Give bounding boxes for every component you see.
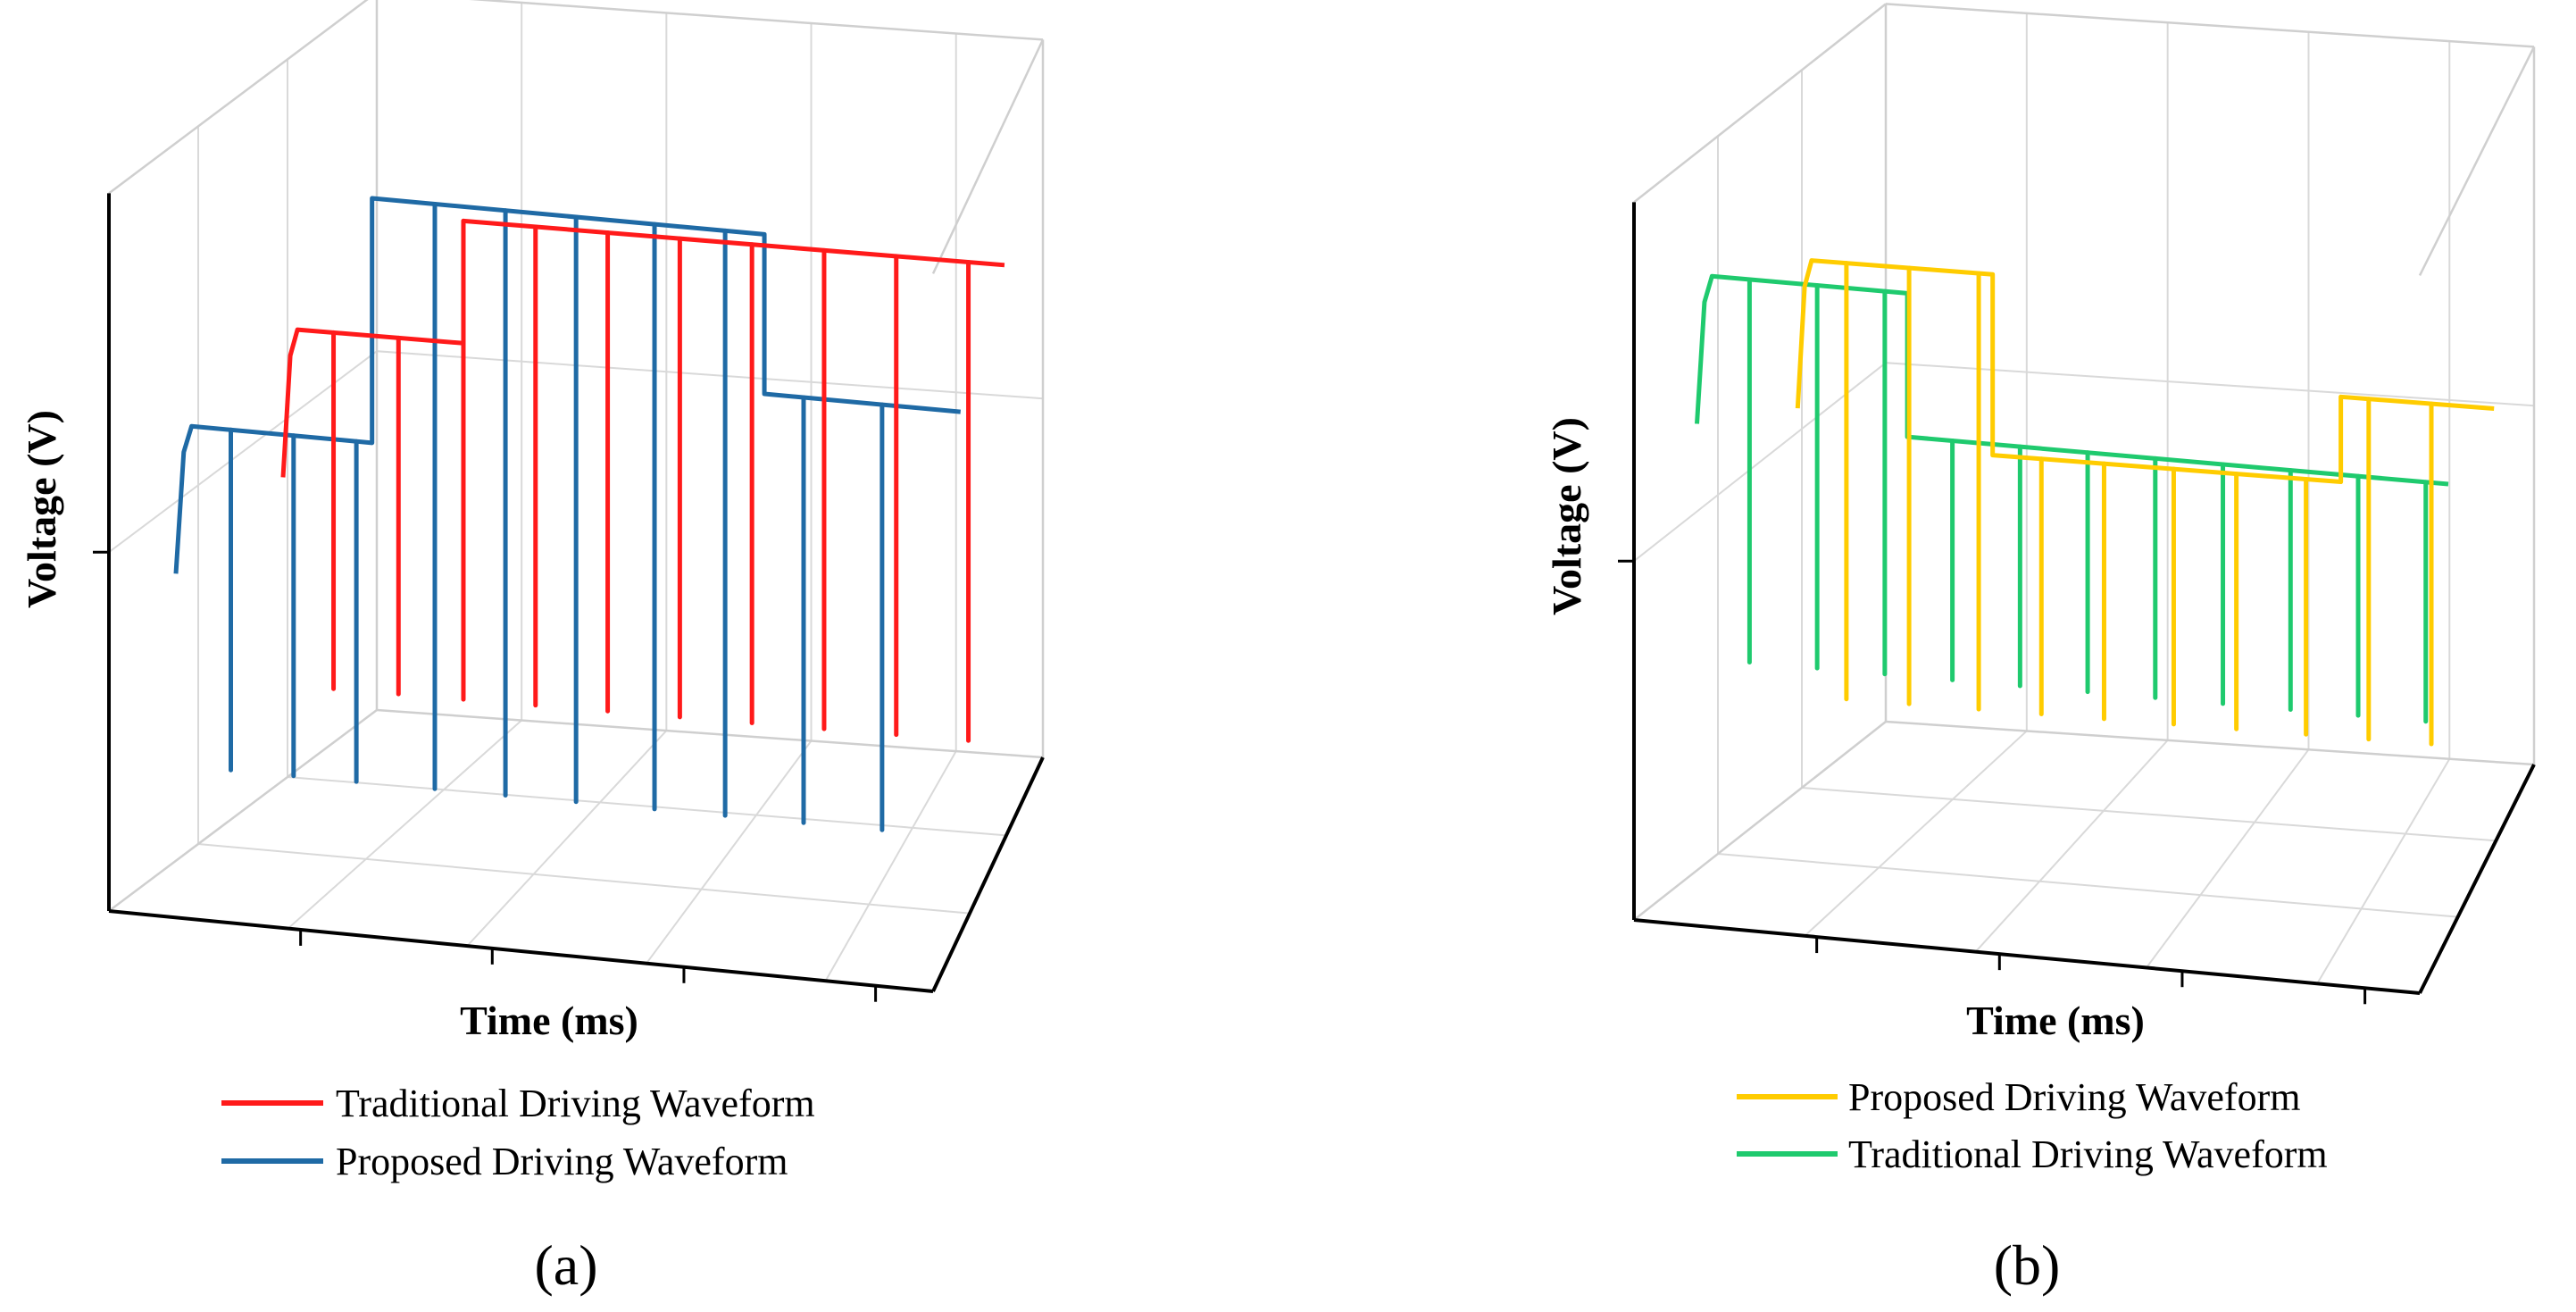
grid-layer [1633, 13, 2535, 984]
floor-grid-line [1974, 740, 2169, 953]
panel-a: Time (ms) Voltage (V) Traditional Drivin… [19, 0, 1045, 1297]
y-axis-title: Voltage (V) [19, 410, 64, 608]
x-axis-line [1633, 918, 2421, 995]
floor-grid-line [824, 750, 957, 982]
series-baseline [173, 196, 961, 574]
floor-grid-line [287, 776, 1007, 837]
legend-label: Traditional Driving Waveform [1848, 1132, 2328, 1176]
x-axis-line [108, 909, 934, 993]
legend-label: Traditional Driving Waveform [336, 1082, 815, 1125]
series-baseline [1795, 258, 2495, 485]
depth-axis-line [931, 756, 1045, 992]
series-layer [173, 196, 1005, 832]
legend-label: Proposed Driving Waveform [1848, 1075, 2300, 1119]
floor-grid-line [1801, 787, 2497, 842]
legend: Proposed Driving Waveform Traditional Dr… [1737, 1075, 2328, 1176]
panel-label: (b) [1994, 1233, 2061, 1297]
series-baseline [1695, 273, 2449, 487]
floor-grid-line [2146, 748, 2310, 969]
frame-edge [931, 38, 1045, 274]
frame-edge [1885, 3, 2535, 48]
frame-edge [376, 708, 1044, 759]
depth-axis-line [2418, 764, 2536, 994]
x-axis-title: Time (ms) [460, 998, 638, 1043]
legend: Traditional Driving Waveform Proposed Dr… [221, 1082, 815, 1183]
floor-grid-line [197, 843, 971, 915]
floor-grid-line [646, 740, 813, 965]
frame-edge [108, 709, 378, 912]
axes-frame [1618, 3, 2536, 1005]
y-axis-title: Voltage (V) [1544, 417, 1589, 615]
frame-edge [1633, 721, 1887, 921]
frame-edge [469, 0, 1044, 41]
legend-label: Proposed Driving Waveform [336, 1140, 788, 1183]
frame-edge [2418, 46, 2536, 276]
frame-edge [1885, 720, 2535, 766]
series-layer [1695, 258, 2495, 747]
panel-label: (a) [534, 1233, 597, 1297]
x-axis-title: Time (ms) [1966, 998, 2145, 1043]
floor-grid-line [466, 730, 668, 947]
panel-b: Time (ms) Voltage (V) Proposed Driving W… [1544, 3, 2536, 1297]
floor-grid-line [2316, 758, 2451, 984]
frame-edge [108, 0, 369, 195]
frame-edge [1633, 3, 1887, 204]
series-baseline [280, 218, 1005, 478]
axes-frame [93, 0, 1045, 1002]
floor-grid-line [1804, 730, 2028, 937]
floor-grid-line [287, 719, 522, 930]
floor-grid-line [1717, 853, 2458, 918]
